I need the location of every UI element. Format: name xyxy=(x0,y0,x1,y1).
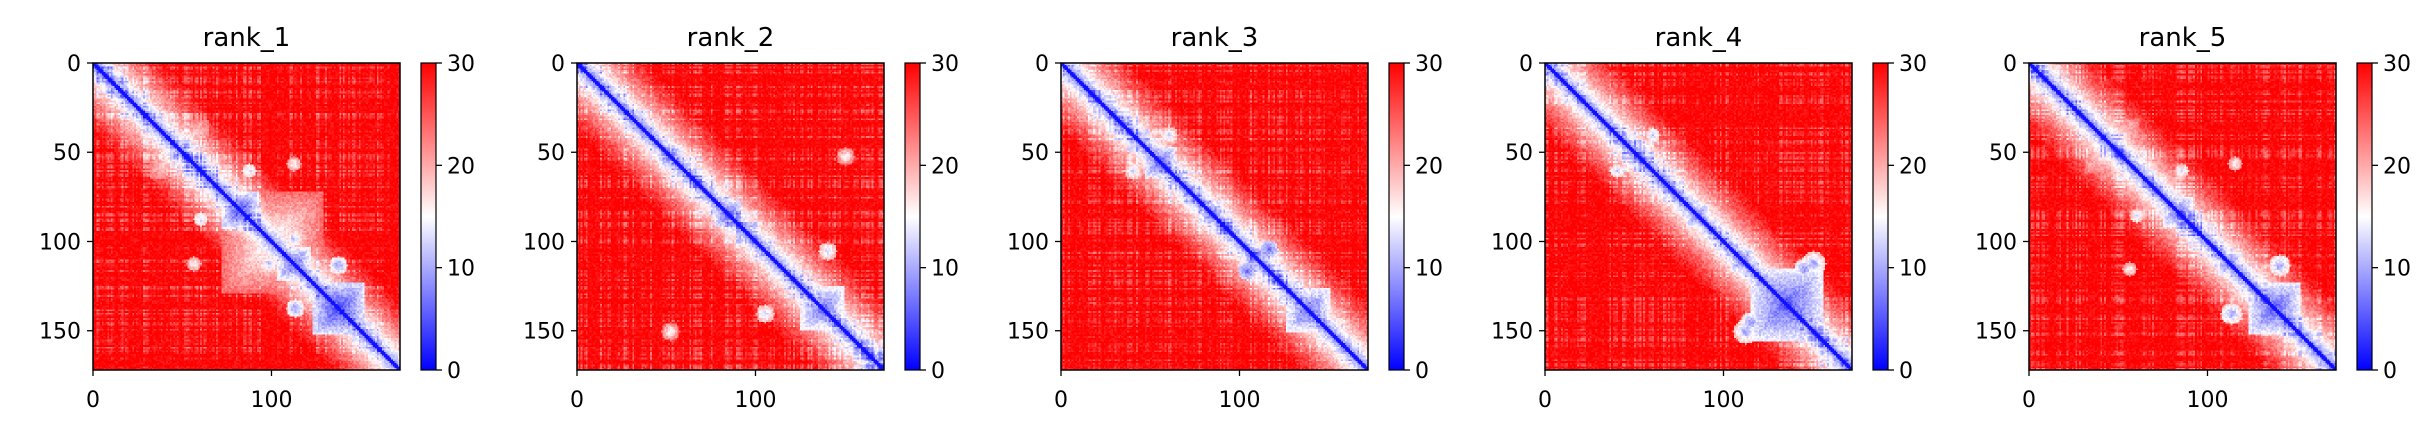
colorbar-tick-label: 0 xyxy=(1415,359,1429,384)
colorbar-tick-label: 30 xyxy=(1415,52,1443,77)
colorbar-tick-label: 10 xyxy=(1899,257,1927,282)
x-tick-label: 100 xyxy=(1218,388,1260,413)
colorbar-tick-label: 10 xyxy=(1415,257,1443,282)
colorbar-tick-label: 20 xyxy=(2383,154,2411,179)
colorbar-tick-label: 30 xyxy=(931,52,959,77)
colorbar-tick-label: 20 xyxy=(931,154,959,179)
y-tick-label: 50 xyxy=(1989,141,2017,166)
y-tick-label: 150 xyxy=(39,320,81,345)
x-tick-label: 0 xyxy=(86,388,100,413)
colorbar-tick-label: 10 xyxy=(447,257,475,282)
plot-frame xyxy=(1060,62,1369,371)
y-tick-label: 150 xyxy=(1975,320,2017,345)
x-tick-label: 100 xyxy=(250,388,292,413)
heatmap-panel-2: rank_2 0 100 0 50 100 150 0 10 20 30 xyxy=(523,23,959,413)
y-tick-label: 50 xyxy=(1505,141,1533,166)
colorbar-tick-label: 10 xyxy=(2383,257,2411,282)
x-tick-label: 100 xyxy=(1702,388,1744,413)
colorbar-tick-label: 10 xyxy=(931,257,959,282)
heatmap-image xyxy=(1545,63,1852,370)
y-tick-label: 0 xyxy=(2003,52,2017,77)
y-tick-label: 100 xyxy=(1491,230,1533,255)
y-tick-label: 150 xyxy=(1007,320,1049,345)
y-tick-label: 100 xyxy=(523,230,565,255)
x-tick-label: 100 xyxy=(734,388,776,413)
colorbar-tick-label: 0 xyxy=(931,359,945,384)
heatmap-panel-1: rank_1 0 100 0 50 100 150 0 10 20 30 xyxy=(39,23,475,413)
x-tick-label: 100 xyxy=(2186,388,2228,413)
colorbar-tick-label: 20 xyxy=(447,154,475,179)
y-tick-label: 150 xyxy=(523,320,565,345)
colorbar xyxy=(904,62,921,371)
panel-title: rank_3 xyxy=(1171,23,1259,53)
heatmap-panel-5: rank_5 0 100 0 50 100 150 0 10 20 30 xyxy=(1975,23,2411,413)
panel-title: rank_1 xyxy=(203,23,291,53)
colorbar xyxy=(1872,62,1889,371)
colorbar-tick-label: 30 xyxy=(447,52,475,77)
heatmap-image xyxy=(93,63,400,370)
y-tick-label: 0 xyxy=(67,52,81,77)
plot-frame xyxy=(576,62,885,371)
colorbar-tick-label: 0 xyxy=(1899,359,1913,384)
colorbar-tick-label: 30 xyxy=(1899,52,1927,77)
x-tick-label: 0 xyxy=(1054,388,1068,413)
colorbar-tick-label: 20 xyxy=(1415,154,1443,179)
colorbar xyxy=(1388,62,1405,371)
heatmap-image xyxy=(577,63,884,370)
colorbar-tick-label: 0 xyxy=(2383,359,2397,384)
y-tick-label: 100 xyxy=(1007,230,1049,255)
y-tick-label: 50 xyxy=(537,141,565,166)
y-tick-label: 150 xyxy=(1491,320,1533,345)
y-tick-label: 100 xyxy=(1975,230,2017,255)
colorbar-tick-label: 30 xyxy=(2383,52,2411,77)
heatmap-panel-3: rank_3 0 100 0 50 100 150 0 10 20 30 xyxy=(1007,23,1443,413)
y-tick-label: 50 xyxy=(1021,141,1049,166)
y-tick-label: 100 xyxy=(39,230,81,255)
colorbar-tick-label: 0 xyxy=(447,359,461,384)
y-tick-label: 0 xyxy=(1519,52,1533,77)
colorbar xyxy=(2356,62,2373,371)
plot-frame xyxy=(1544,62,1853,371)
panel-title: rank_2 xyxy=(687,23,775,53)
heatmap-image xyxy=(1061,63,1368,370)
plot-frame xyxy=(92,62,401,371)
heatmap-panel-4: rank_4 0 100 0 50 100 150 0 10 20 30 xyxy=(1491,23,1927,413)
panel-title: rank_4 xyxy=(1655,23,1743,53)
x-tick-label: 0 xyxy=(2022,388,2036,413)
y-tick-label: 0 xyxy=(551,52,565,77)
x-tick-label: 0 xyxy=(570,388,584,413)
x-tick-label: 0 xyxy=(1538,388,1552,413)
y-tick-label: 0 xyxy=(1035,52,1049,77)
plot-frame xyxy=(2028,62,2337,371)
colorbar-tick-label: 20 xyxy=(1899,154,1927,179)
heatmap-image xyxy=(2029,63,2336,370)
y-tick-label: 50 xyxy=(53,141,81,166)
panel-title: rank_5 xyxy=(2139,23,2227,53)
colorbar xyxy=(420,62,437,371)
